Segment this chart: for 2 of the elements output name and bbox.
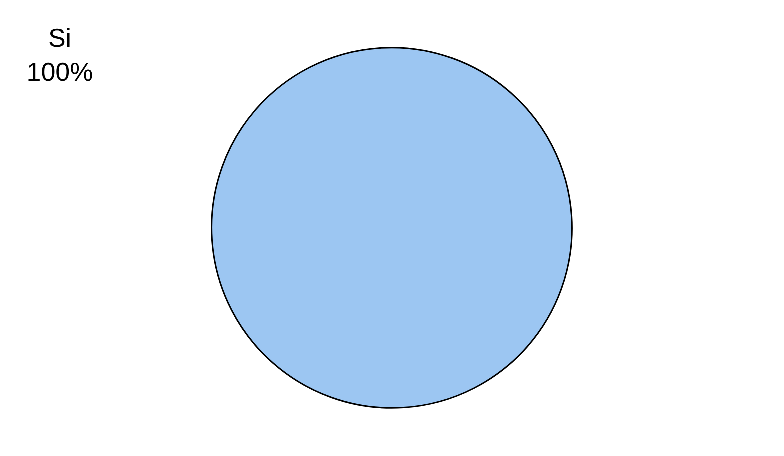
- slice-label: Si: [48, 23, 72, 53]
- data-label: 100%: [26, 57, 94, 87]
